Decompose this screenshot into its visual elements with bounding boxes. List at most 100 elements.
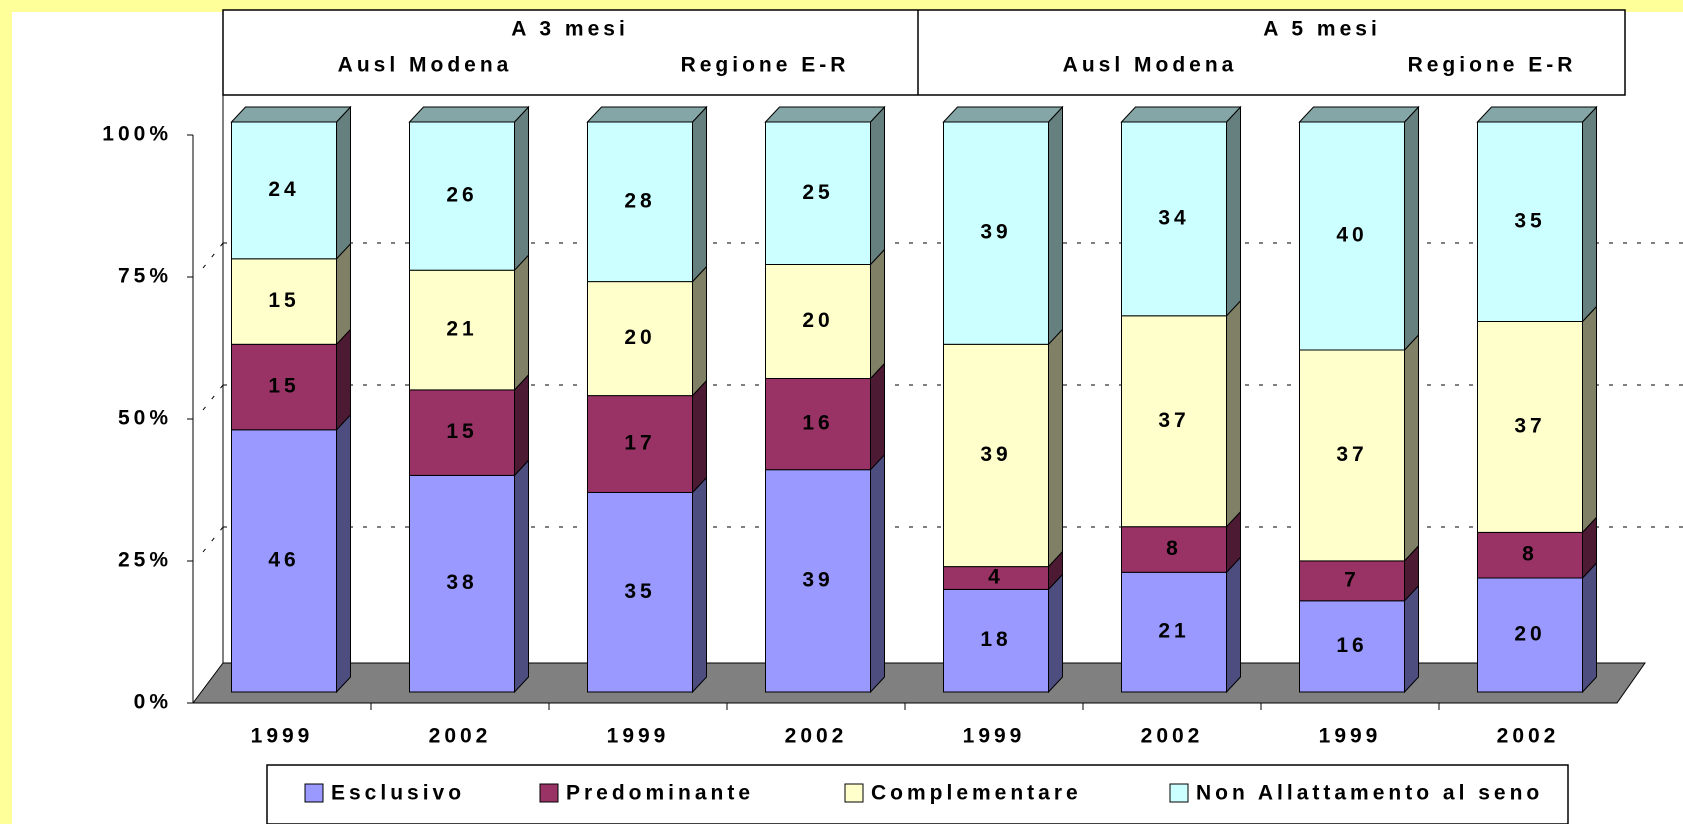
bar-side — [1226, 105, 1241, 318]
bar-side — [870, 248, 885, 380]
data-label: 4 — [988, 566, 1004, 589]
data-label: 46 — [268, 548, 299, 571]
data-label: 15 — [268, 375, 299, 398]
bar-side — [514, 373, 529, 477]
bar-segment — [409, 269, 515, 391]
legend-swatch — [844, 783, 864, 803]
data-label: 20 — [802, 309, 833, 332]
grid-side — [202, 242, 224, 269]
bar-segment — [1121, 121, 1227, 317]
bar-segment — [1121, 571, 1227, 693]
header-group: A 5 mesi — [1263, 18, 1381, 41]
bar-segment — [943, 588, 1049, 693]
bar-segment — [1299, 560, 1405, 602]
bar-side — [514, 253, 529, 392]
data-label: 20 — [1514, 623, 1545, 646]
data-label: 15 — [446, 420, 477, 443]
data-label: 7 — [1344, 568, 1360, 591]
bar-segment — [943, 343, 1049, 568]
data-label: 16 — [1336, 634, 1367, 657]
bar-segment — [943, 121, 1049, 345]
data-label: 21 — [446, 318, 477, 341]
data-label: 28 — [624, 189, 655, 212]
bar-top — [408, 106, 530, 123]
data-label: 20 — [624, 326, 655, 349]
y-tick-label: 75% — [118, 265, 172, 288]
x-tick-label: 1999 — [963, 725, 1026, 748]
header-box — [222, 9, 1626, 96]
data-label: 34 — [1158, 206, 1189, 229]
legend-label: Non Allattamento al seno — [1196, 782, 1543, 805]
data-label: 16 — [802, 412, 833, 435]
header-sublabel: Regione E-R — [681, 54, 850, 77]
bar-segment — [1299, 121, 1405, 351]
bar-segment — [409, 121, 515, 271]
header-sublabel: Ausl Modena — [338, 54, 513, 77]
y-tick-label: 25% — [118, 549, 172, 572]
x-tick-label: 1999 — [251, 725, 314, 748]
bar-segment — [1477, 577, 1583, 693]
bar-side — [692, 379, 707, 494]
bar-side — [692, 476, 707, 694]
x-tick-label: 1999 — [607, 725, 670, 748]
bar-side — [336, 105, 351, 261]
bar-top — [1298, 106, 1420, 123]
x-tick-label: 2002 — [429, 725, 492, 748]
bar-segment — [409, 474, 515, 693]
header-group: A 3 mesi — [511, 18, 629, 41]
bar-side — [1582, 305, 1597, 534]
bar-top — [1120, 106, 1242, 123]
data-label: 8 — [1166, 537, 1182, 560]
y-tick-label: 0% — [134, 691, 172, 714]
data-label: 15 — [268, 289, 299, 312]
bar-side — [1048, 328, 1063, 568]
bar-side — [1582, 105, 1597, 323]
bar-top — [942, 106, 1064, 123]
legend-box — [266, 764, 1569, 824]
data-label: 39 — [802, 568, 833, 591]
bar-top — [1476, 106, 1598, 123]
header-sublabel: Ausl Modena — [1063, 54, 1238, 77]
bar-segment — [231, 121, 337, 260]
data-label: 38 — [446, 571, 477, 594]
bar-top — [586, 106, 708, 123]
data-label: 37 — [1514, 414, 1545, 437]
header-sublabel: Regione E-R — [1408, 54, 1577, 77]
legend-swatch — [304, 783, 324, 803]
x-tick-label: 2002 — [785, 725, 848, 748]
data-label: 17 — [624, 432, 655, 455]
bar-side — [1404, 584, 1419, 694]
grid-side — [202, 384, 224, 411]
bar-segment — [231, 429, 337, 693]
bar-segment — [1121, 315, 1227, 528]
bar-side — [336, 242, 351, 346]
bar-side — [870, 105, 885, 266]
bar-segment — [587, 121, 693, 283]
bar-segment — [587, 395, 693, 494]
data-label: 35 — [624, 580, 655, 603]
bar-side — [336, 413, 351, 694]
bar-side — [692, 265, 707, 397]
bar-segment — [231, 343, 337, 431]
bar-side — [1048, 105, 1063, 346]
bar-side — [1404, 333, 1419, 563]
bar-top — [230, 106, 352, 123]
bar-segment — [1299, 600, 1405, 693]
legend-swatch — [539, 783, 559, 803]
y-tick-label: 100% — [102, 123, 172, 146]
data-label: 39 — [980, 443, 1011, 466]
bar-segment — [1477, 531, 1583, 579]
data-label: 26 — [446, 184, 477, 207]
data-label: 37 — [1158, 409, 1189, 432]
legend-label: Complementare — [871, 782, 1082, 805]
bar-side — [1582, 561, 1597, 694]
data-label: 25 — [802, 181, 833, 204]
bar-segment — [1477, 321, 1583, 533]
bar-segment — [765, 378, 871, 471]
bar-segment — [1299, 349, 1405, 562]
grid-side — [202, 526, 224, 553]
bar-side — [1404, 105, 1419, 352]
bar-segment — [1121, 526, 1227, 573]
bar-top — [764, 106, 886, 123]
legend-label: Predominante — [566, 782, 754, 805]
